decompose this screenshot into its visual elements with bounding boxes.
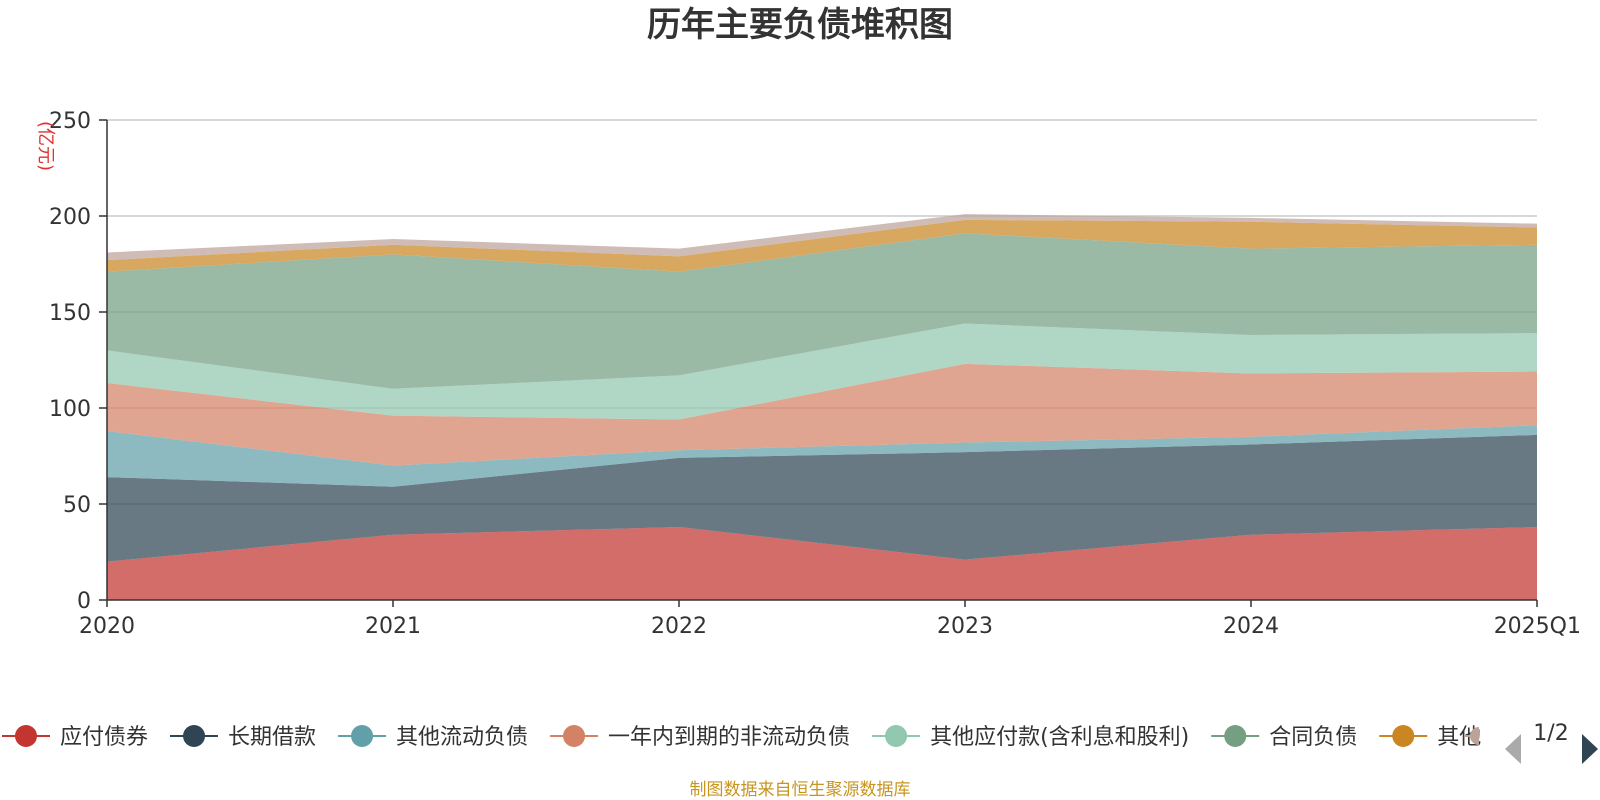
legend-next-page-icon[interactable] <box>1582 734 1598 764</box>
legend-item[interactable]: 一年内到期的非流动负债 <box>550 725 850 750</box>
x-tick-label: 2024 <box>1223 614 1279 639</box>
legend-item[interactable]: 长期借款 <box>170 725 316 750</box>
x-tick-label: 2023 <box>937 614 993 639</box>
legend: 应付债券 长期借款 其他流动负债 一年内到期的非流动负债 其他应付款(含利息和股利) 合同… <box>2 725 1481 750</box>
legend-label: 长期借款 <box>228 725 316 750</box>
legend-label: 合同负债 <box>1269 725 1357 750</box>
legend-prev-page-icon[interactable] <box>1505 734 1521 764</box>
x-tick-label: 2025Q1 <box>1494 614 1581 639</box>
y-axis-unit-label: (亿元) <box>35 121 56 171</box>
legend-item-clipped <box>1465 727 1479 745</box>
area-6 <box>107 233 1537 389</box>
x-tick-label: 2022 <box>651 614 707 639</box>
x-tick-label: 2020 <box>79 614 135 639</box>
area-series <box>107 214 1537 600</box>
y-tick-label: 150 <box>49 301 91 326</box>
axes <box>99 119 1538 607</box>
legend-label: 一年内到期的非流动负债 <box>608 725 850 750</box>
legend-marker-icon <box>1392 725 1415 747</box>
area-3 <box>107 425 1537 487</box>
legend-marker-icon <box>183 725 206 747</box>
legend-item[interactable]: 其他 <box>1379 725 1481 750</box>
legend-marker-icon <box>1470 727 1479 745</box>
x-tick-label: 2021 <box>365 614 421 639</box>
legend-item[interactable]: 其他流动负债 <box>338 725 528 750</box>
y-tick-label: 100 <box>49 397 91 422</box>
data-source-note: 制图数据来自恒生聚源数据库 <box>690 780 911 800</box>
legend-marker-icon <box>351 725 374 747</box>
y-tick-label: 250 <box>49 109 91 134</box>
area-4 <box>107 363 1537 466</box>
x-tick-labels: 2020 2021 2022 2023 2024 2025Q1 <box>79 614 1581 639</box>
y-tick-label: 200 <box>49 205 91 230</box>
legend-marker-icon <box>885 725 908 747</box>
legend-marker-icon <box>1224 725 1247 747</box>
legend-label: 其他应付款(含利息和股利) <box>930 725 1189 750</box>
area-5 <box>107 323 1537 420</box>
area-1 <box>107 527 1537 600</box>
area-8 <box>107 214 1537 261</box>
legend-marker-icon <box>15 725 37 747</box>
y-tick-label: 0 <box>77 589 91 614</box>
legend-item[interactable]: 其他应付款(含利息和股利) <box>872 725 1189 750</box>
y-tick-labels: 0 50 100 150 200 250 <box>49 109 91 614</box>
legend-label: 其他流动负债 <box>396 725 528 750</box>
y-tick-label: 50 <box>63 493 91 518</box>
area-7 <box>107 219 1537 272</box>
legend-pager: 1/2 <box>1505 721 1598 764</box>
area-2 <box>107 434 1537 562</box>
chart-title: 历年主要负债堆积图 <box>647 5 953 45</box>
legend-marker-icon <box>563 725 586 747</box>
legend-item[interactable]: 应付债券 <box>2 725 148 750</box>
legend-item[interactable]: 合同负债 <box>1211 725 1357 750</box>
legend-label: 应付债券 <box>60 725 148 750</box>
legend-page-indicator: 1/2 <box>1533 721 1568 746</box>
